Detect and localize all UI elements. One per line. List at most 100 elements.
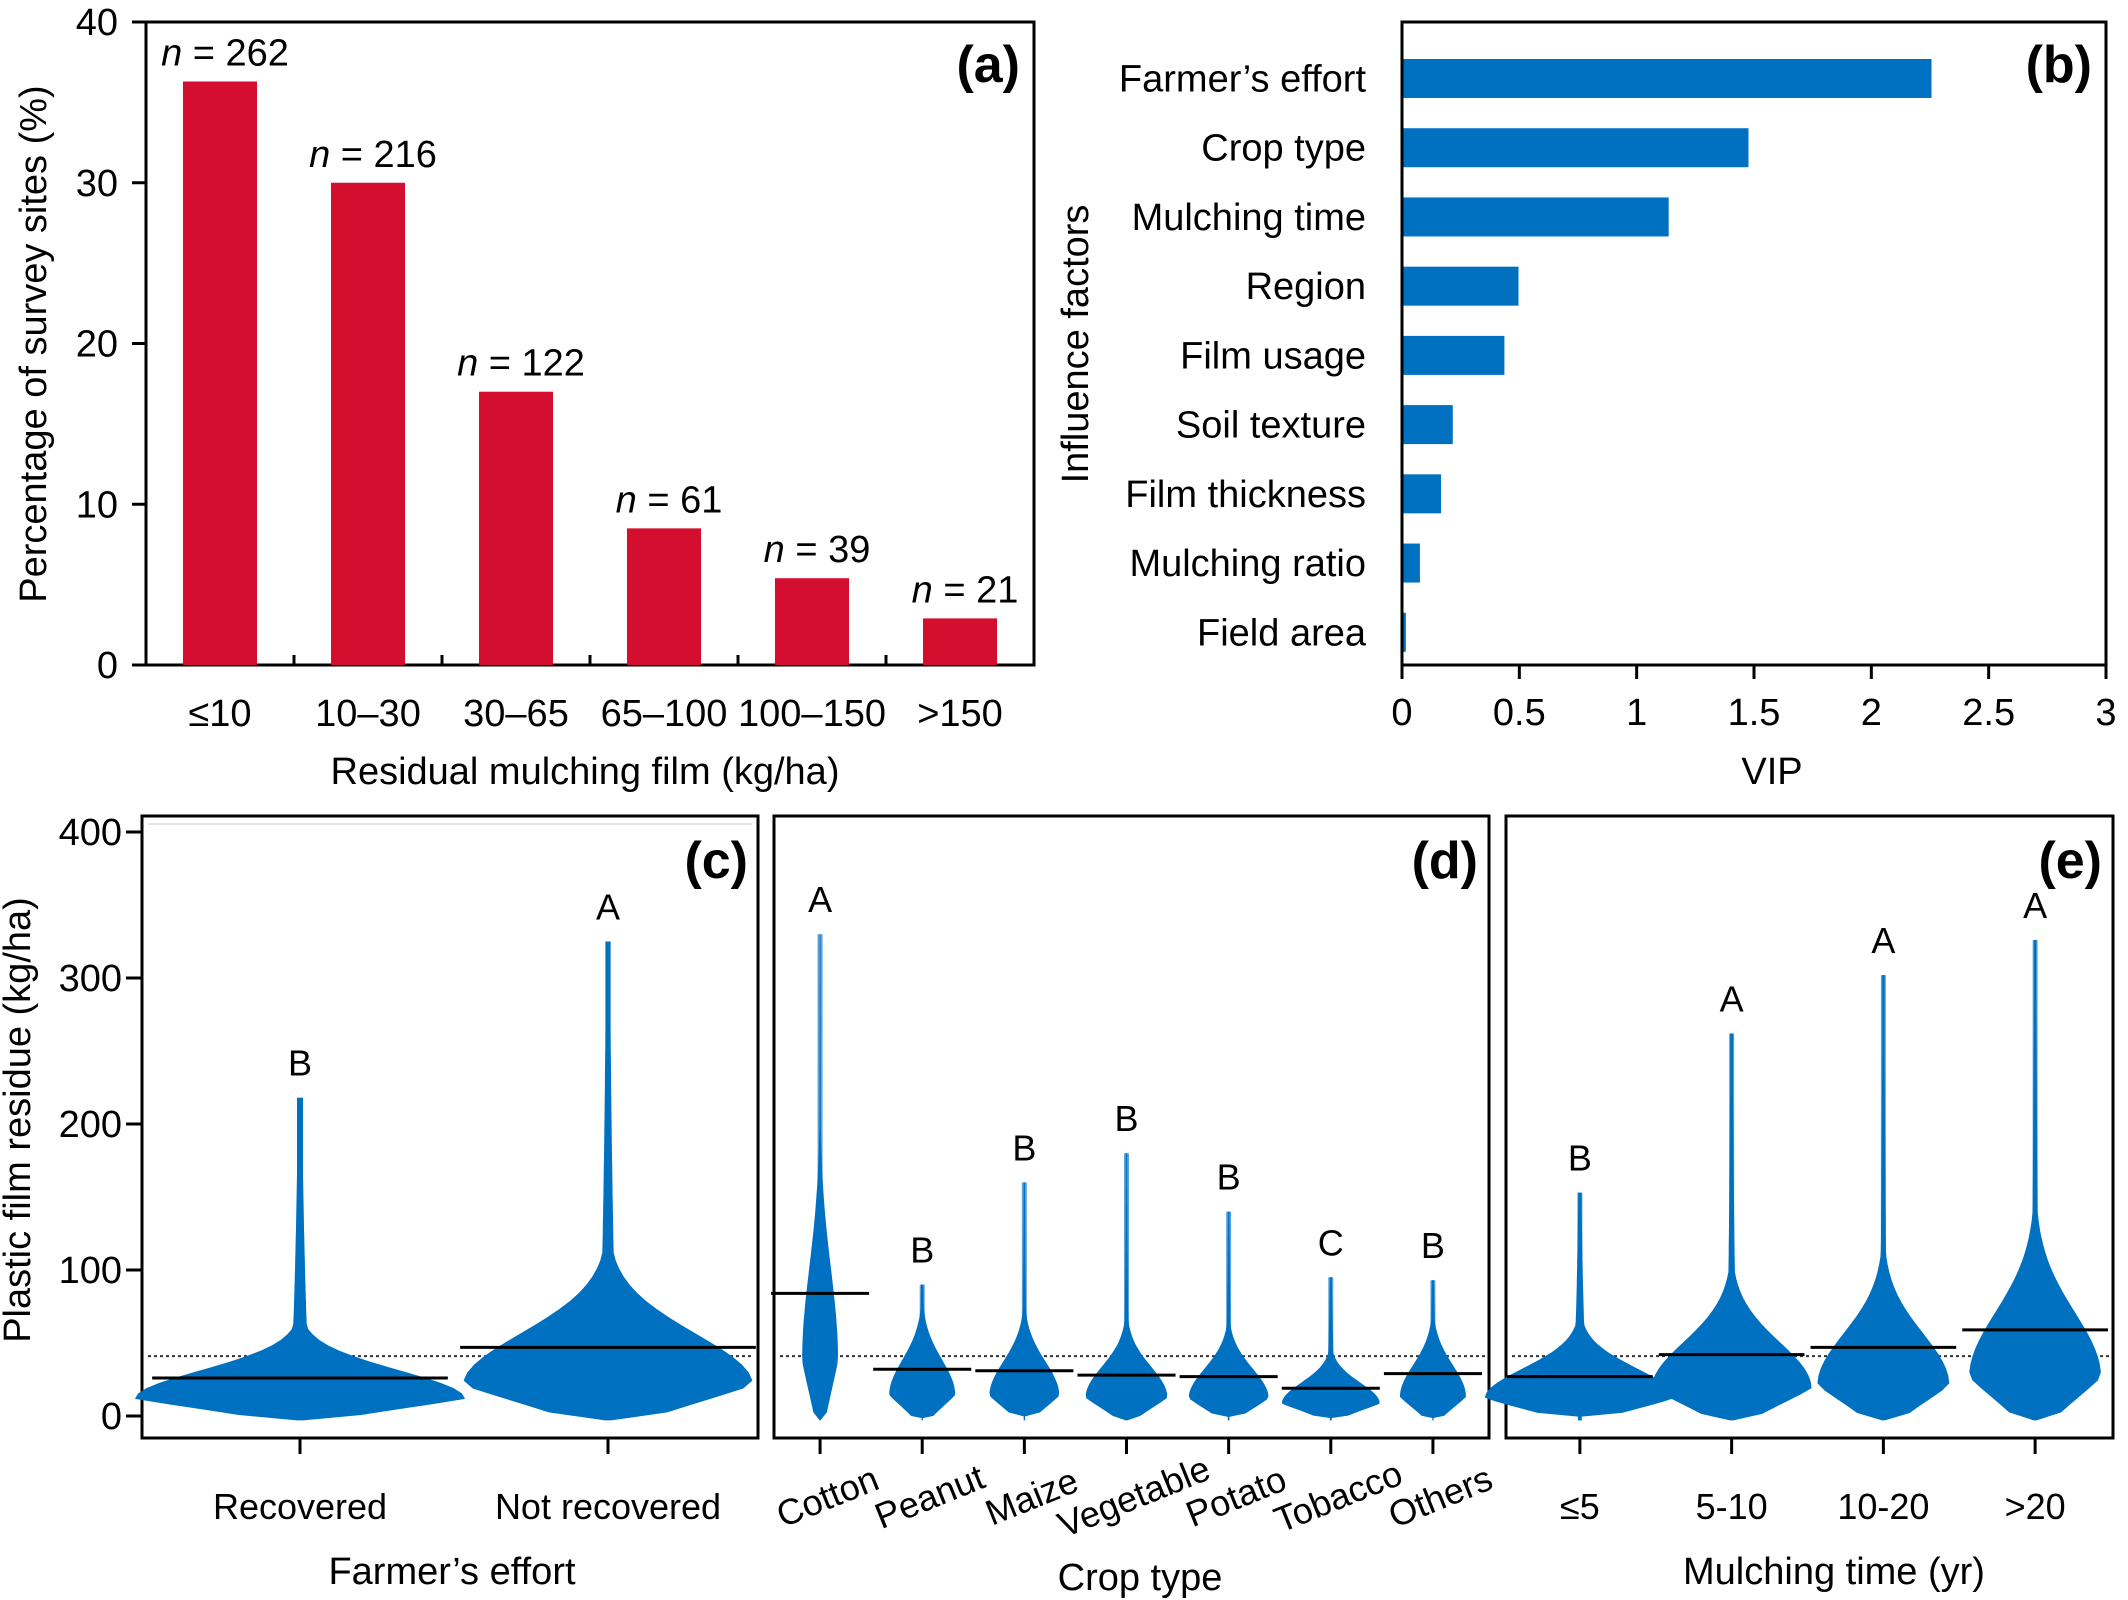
- violin-4: [1188, 1211, 1269, 1421]
- n-label-5: n = 21: [912, 569, 1019, 611]
- category-label-0: Recovered: [213, 1486, 387, 1527]
- panel-c-tag: (c): [684, 832, 748, 890]
- vip-bar-1: [1403, 128, 1749, 168]
- vip-bar-6: [1403, 474, 1442, 514]
- vip-bar-2: [1403, 197, 1669, 237]
- panel-a-frame: [144, 20, 1036, 667]
- significance-letter-4: B: [1217, 1157, 1241, 1198]
- category-label-0: Cotton: [771, 1458, 885, 1536]
- factor-label-8: Field area: [1197, 612, 1367, 654]
- factor-label-1: Crop type: [1201, 128, 1366, 170]
- panel-d-frame: [772, 814, 1491, 1440]
- panel-b-ylabel: Influence factors: [1055, 205, 1097, 484]
- panel-e-frame: [1504, 814, 2115, 1440]
- y-tick-label-3: 300: [59, 958, 122, 1000]
- violin-3: [1085, 1153, 1168, 1421]
- violin-0: [135, 1097, 465, 1421]
- violin-5: [1282, 1277, 1380, 1421]
- violin-1: [1651, 1033, 1812, 1421]
- vip-bar-7: [1403, 543, 1420, 583]
- significance-letter-2: B: [1012, 1127, 1036, 1168]
- significance-letter-0: A: [808, 879, 832, 920]
- category-label-1: 5-10: [1696, 1486, 1768, 1527]
- factor-label-3: Region: [1246, 266, 1366, 308]
- category-label-1: Peanut: [869, 1456, 990, 1537]
- significance-letter-2: A: [1871, 920, 1895, 961]
- panel-e-xlabel: Mulching time (yr): [1683, 1551, 1985, 1593]
- y-tick-label-1: 100: [59, 1250, 122, 1292]
- panel-a-xlabel: Residual mulching film (kg/ha): [331, 751, 840, 793]
- violin-2: [1817, 975, 1950, 1421]
- panel-d-xlabel: Crop type: [1058, 1557, 1223, 1599]
- vip-bar-0: [1403, 59, 1932, 98]
- y-tick-label-3: 30: [76, 163, 118, 205]
- panel-a-tag: (a): [956, 36, 1020, 94]
- significance-letter-0: B: [1568, 1138, 1592, 1179]
- violin-3: [1969, 940, 2101, 1421]
- violin-0: [802, 934, 838, 1421]
- violin-1: [889, 1284, 956, 1421]
- bar-0: [183, 81, 257, 666]
- bar-5: [923, 618, 997, 665]
- significance-letter-0: B: [288, 1043, 312, 1084]
- factor-label-0: Farmer’s effort: [1119, 59, 1367, 101]
- y-tick-label-2: 20: [76, 324, 118, 366]
- category-label-2: 10-20: [1837, 1486, 1929, 1527]
- factor-label-5: Soil texture: [1176, 405, 1366, 447]
- y-tick-label-4: 40: [76, 2, 118, 44]
- vip-bar-8: [1403, 612, 1406, 652]
- factor-label-7: Mulching ratio: [1129, 543, 1366, 585]
- panel-c-ylabel: Plastic film residue (kg/ha): [0, 897, 39, 1343]
- x-tick-label-0: 0: [1391, 692, 1412, 734]
- vip-bar-5: [1403, 405, 1453, 445]
- significance-letter-1: B: [910, 1230, 934, 1271]
- factor-label-6: Film thickness: [1125, 474, 1366, 516]
- significance-letter-5: C: [1318, 1222, 1344, 1263]
- vip-bar-4: [1403, 335, 1505, 375]
- n-label-4: n = 39: [764, 529, 871, 571]
- category-label-3: >20: [2005, 1486, 2066, 1527]
- x-tick-label-5: 2.5: [1962, 692, 2015, 734]
- violin-0: [1484, 1192, 1675, 1421]
- violin-1: [463, 941, 753, 1421]
- panel-d-tag: (d): [1412, 832, 1478, 890]
- x-tick-label-3: 1.5: [1728, 692, 1781, 734]
- panel-b-tag: (b): [2026, 36, 2092, 94]
- panel-a-ylabel: Percentage of survey sites (%): [13, 85, 55, 602]
- y-tick-label-2: 200: [59, 1104, 122, 1146]
- x-tick-label-2: 30–65: [463, 693, 569, 735]
- panel-c-frame: [140, 814, 760, 1440]
- panel-b-frame: [1400, 20, 2108, 667]
- x-tick-label-2: 1: [1626, 692, 1647, 734]
- significance-letter-3: A: [2023, 885, 2047, 926]
- panel-b-xlabel: VIP: [1741, 751, 1802, 793]
- x-tick-label-0: ≤10: [188, 693, 251, 735]
- category-label-6: Others: [1382, 1457, 1498, 1535]
- panel-e-tag: (e): [2038, 832, 2102, 890]
- n-label-3: n = 61: [616, 479, 723, 521]
- bar-3: [627, 528, 701, 665]
- x-tick-label-6: 3: [2095, 692, 2116, 734]
- panel-c-xlabel: Farmer’s effort: [328, 1551, 576, 1593]
- x-tick-label-4: 100–150: [738, 693, 886, 735]
- category-label-1: Not recovered: [495, 1486, 721, 1527]
- y-tick-label-0: 0: [101, 1396, 122, 1438]
- bar-4: [775, 578, 849, 665]
- y-tick-label-4: 400: [59, 812, 122, 854]
- x-tick-label-4: 2: [1861, 692, 1882, 734]
- violin-6: [1400, 1280, 1466, 1421]
- significance-letter-6: B: [1421, 1225, 1445, 1266]
- category-label-0: ≤5: [1560, 1486, 1600, 1527]
- x-tick-label-5: >150: [917, 693, 1003, 735]
- x-tick-label-1: 10–30: [315, 693, 421, 735]
- violin-2: [989, 1182, 1060, 1421]
- panel-d-violin: ACottonBPeanutBMaizeBVegetableBPotatoCTo…: [771, 814, 1498, 1599]
- factor-label-4: Film usage: [1180, 335, 1366, 377]
- panel-e-violin: B ≤5 A 5-10 A 10-20 A >20 (e) Mulching time (yr…: [1484, 814, 2115, 1593]
- significance-letter-1: A: [1720, 978, 1744, 1019]
- panel-b-vip-chart: Farmer’s effort Crop type Mulching time Reg…: [1055, 20, 2117, 793]
- y-tick-label-0: 0: [97, 645, 118, 687]
- n-label-2: n = 122: [457, 343, 585, 385]
